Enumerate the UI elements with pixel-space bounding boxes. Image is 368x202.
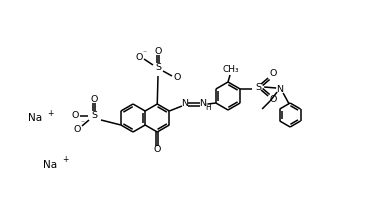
Text: O: O [269,96,277,104]
Text: CH₃: CH₃ [223,65,239,75]
Text: Na: Na [28,113,42,123]
Text: H: H [205,102,211,112]
Text: S: S [91,112,97,121]
Text: Na: Na [43,160,57,170]
Text: O: O [269,69,277,79]
Text: O: O [173,74,181,82]
Text: N: N [181,100,188,108]
Text: O: O [153,145,161,155]
Text: O: O [73,124,81,134]
Text: +: + [62,156,68,164]
Text: S: S [155,63,161,73]
Text: ⁻: ⁻ [80,119,84,127]
Text: ⁻: ⁻ [142,48,146,58]
Text: O: O [71,112,79,121]
Text: N: N [277,84,284,94]
Text: O: O [154,46,162,56]
Text: S: S [255,82,261,92]
Text: O: O [90,95,98,103]
Text: +: + [47,108,53,118]
Text: N: N [199,100,206,108]
Text: O: O [135,53,143,61]
